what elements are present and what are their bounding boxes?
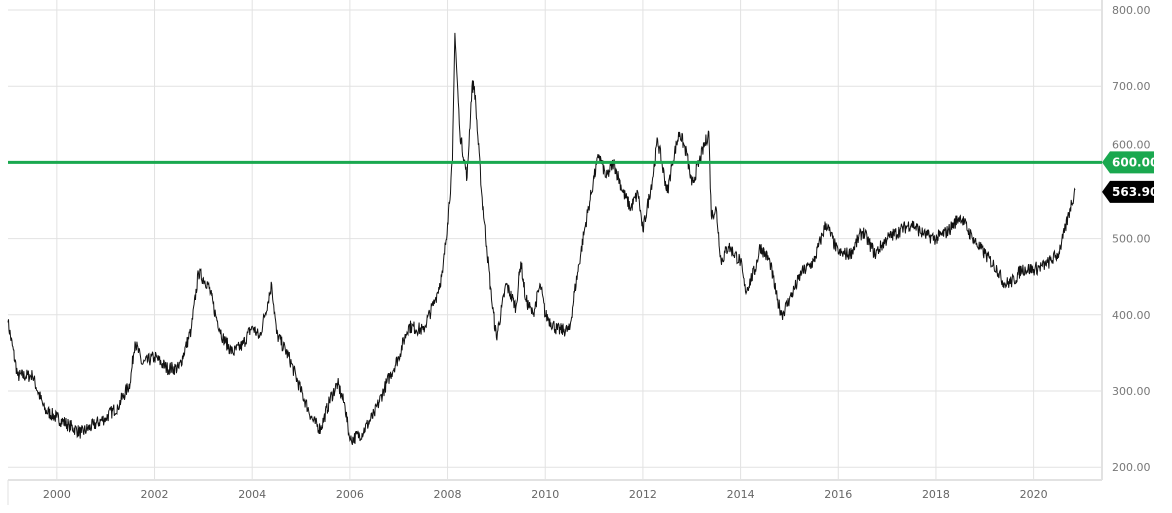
x-tick-label: 2006 xyxy=(336,488,364,501)
last-price-value: 563.90 xyxy=(1112,185,1158,199)
tag-background xyxy=(1102,151,1154,174)
y-tick-label: 600.00 xyxy=(1112,138,1151,151)
y-axis: 200.00 300.00 400.00 500.00 600.00 700.00 800.… xyxy=(1112,4,1151,474)
x-tick-label: 2014 xyxy=(727,488,755,501)
x-tick-label: 2012 xyxy=(629,488,657,501)
x-tick-label: 2000 xyxy=(43,488,71,501)
x-tick-label: 2016 xyxy=(824,488,852,501)
x-tick-label: 2008 xyxy=(434,488,462,501)
reference-line-label: 600.00 xyxy=(1102,151,1158,174)
x-tick-label: 2004 xyxy=(238,488,266,501)
y-tick-label: 300.00 xyxy=(1112,385,1151,398)
y-tick-label: 800.00 xyxy=(1112,4,1151,17)
reference-line-value: 600.00 xyxy=(1112,155,1158,169)
grid xyxy=(7,0,1103,505)
y-tick-label: 200.00 xyxy=(1112,461,1151,474)
last-price-label: 563.90 xyxy=(1102,180,1158,203)
x-axis: 2000 2002 2004 2006 2008 2010 2012 2014 2016 2018… xyxy=(43,488,1048,501)
tag-background xyxy=(1102,180,1154,203)
y-tick-label: 400.00 xyxy=(1112,309,1151,322)
price-line xyxy=(7,32,1076,446)
y-tick-label: 700.00 xyxy=(1112,80,1151,93)
x-tick-label: 2018 xyxy=(922,488,950,501)
x-tick-label: 2002 xyxy=(141,488,169,501)
y-tick-label: 500.00 xyxy=(1112,233,1151,246)
x-tick-label: 2010 xyxy=(531,488,559,501)
x-tick-label: 2020 xyxy=(1020,488,1048,501)
